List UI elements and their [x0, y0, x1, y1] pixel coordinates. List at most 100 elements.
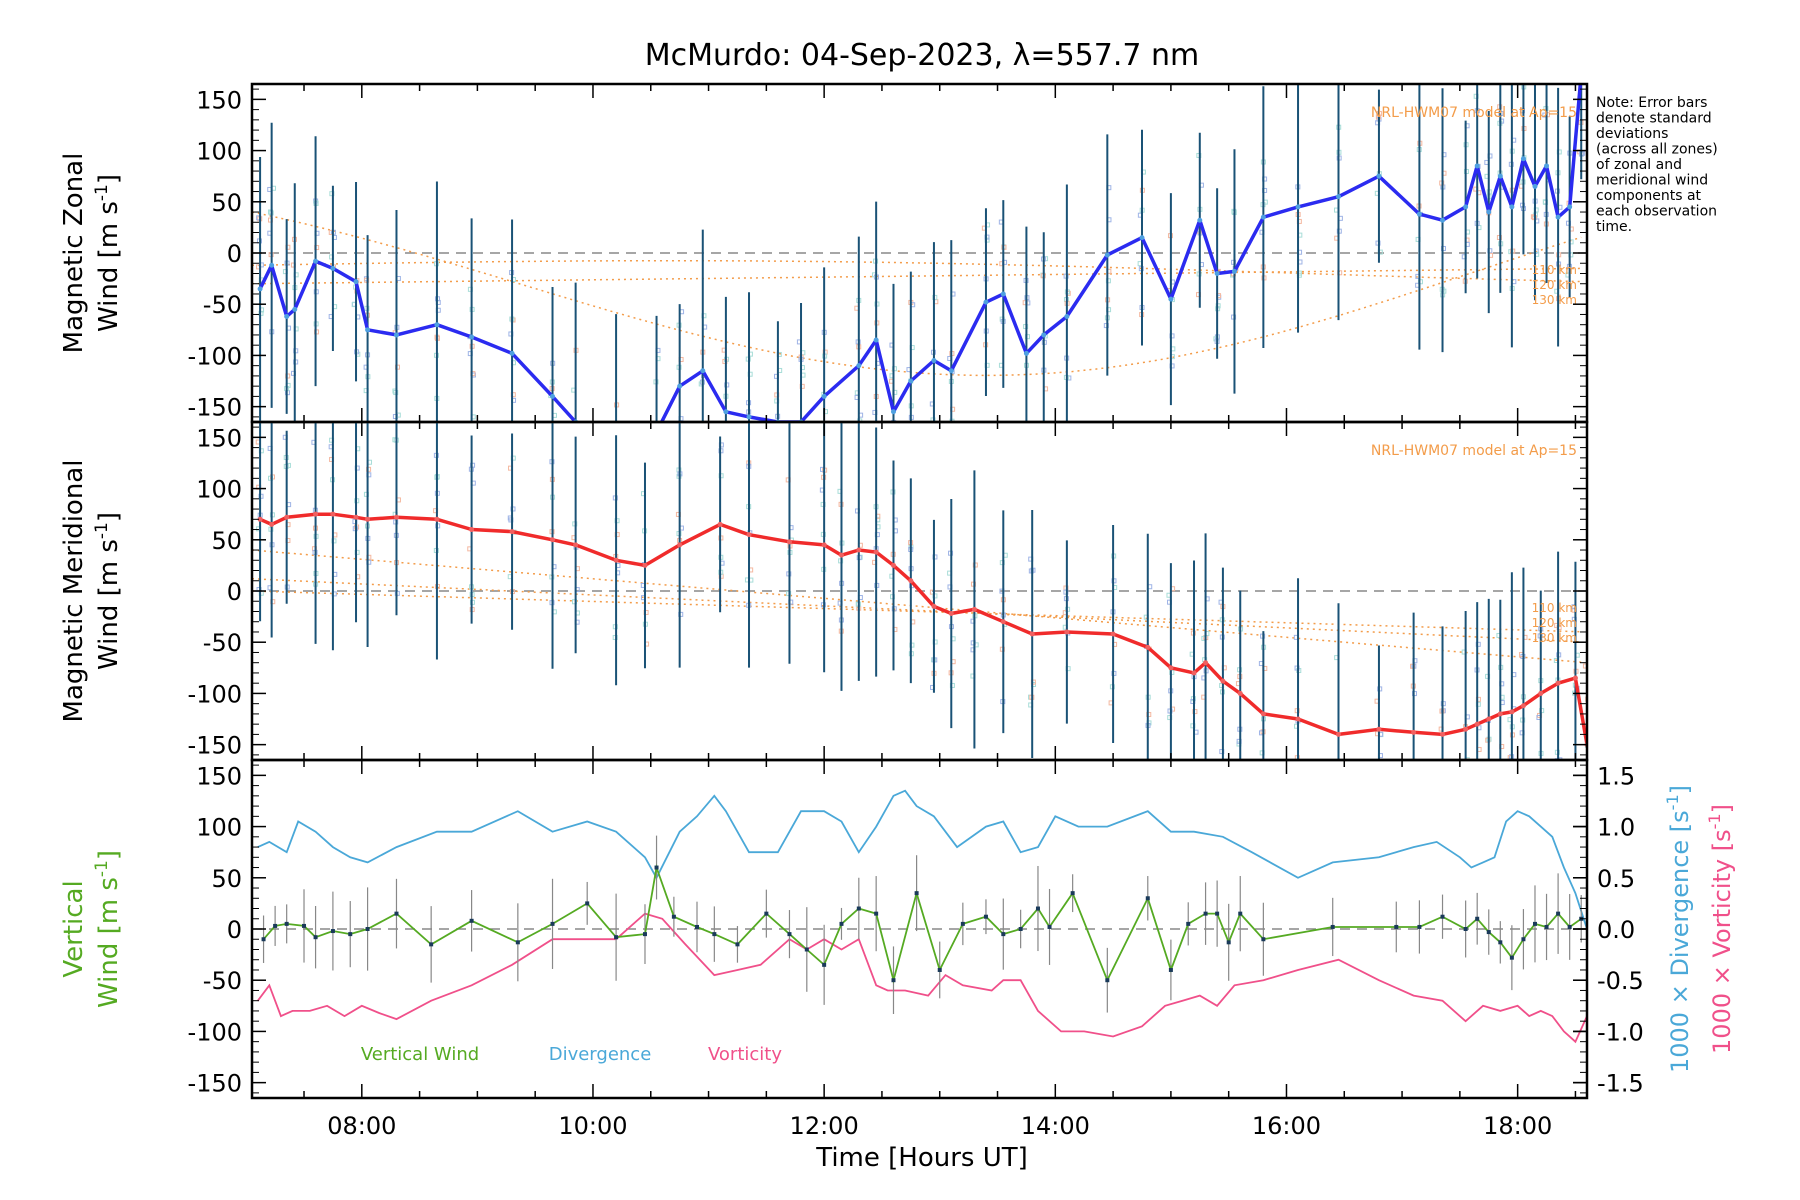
data-point — [642, 562, 648, 568]
data-point — [717, 521, 723, 527]
zone-point — [908, 454, 912, 458]
data-point — [292, 306, 298, 312]
vertical-wind-point — [914, 891, 919, 896]
vertical-wind-point — [1521, 937, 1526, 942]
zone-point — [932, 434, 936, 438]
zone-point — [1580, 0, 1584, 2]
zone-point — [1295, 764, 1299, 768]
zone-point — [1338, 773, 1342, 777]
zone-point — [1336, 813, 1340, 817]
y-axis-label-line1: Magnetic Meridional — [59, 460, 89, 723]
vertical-wind-point — [261, 937, 266, 942]
data-point — [1104, 252, 1110, 258]
y-axis-label-line2: Wind [m s-1] — [92, 850, 124, 1008]
data-point — [654, 430, 659, 435]
vertical-wind-point — [1070, 891, 1075, 896]
vertical-wind-point — [515, 940, 520, 945]
vertical-wind-point — [550, 921, 555, 926]
data-point — [1579, 71, 1584, 76]
model-curve — [252, 549, 1582, 663]
figure-title: McMurdo: 04-Sep-2023, λ=557.7 nm — [645, 38, 1199, 73]
zone-point — [1500, 793, 1504, 797]
y-axis-label-line1: Magnetic Zonal — [59, 153, 89, 354]
model-altitude-label: 110 km — [1532, 601, 1577, 615]
data-point — [983, 299, 989, 305]
vertical-wind-point — [695, 924, 699, 929]
vertical-wind-point — [348, 932, 353, 937]
data-point — [1463, 204, 1469, 210]
note-line: components at — [1596, 188, 1702, 204]
plot-area — [252, 422, 1587, 817]
data-point — [1295, 716, 1301, 722]
vertical-wind-point — [1035, 906, 1040, 911]
data-point — [1000, 291, 1006, 297]
note-line: meridional wind — [1596, 173, 1708, 189]
data-point — [1486, 716, 1492, 722]
model-curve — [252, 590, 1582, 633]
zone-point — [1520, 761, 1524, 765]
x-tick-label: 16:00 — [1252, 1112, 1321, 1140]
y-tick-label: 100 — [196, 476, 242, 504]
data-point — [1411, 729, 1417, 735]
zone-point — [1410, 764, 1414, 768]
data-point — [1260, 711, 1266, 717]
data-point — [971, 606, 977, 612]
vertical-wind-point — [654, 865, 659, 870]
data-point — [931, 603, 937, 609]
data-point — [746, 414, 752, 420]
data-point — [1260, 214, 1266, 220]
zone-point — [655, 511, 659, 515]
y2-tick-label: -1.0 — [1597, 1018, 1644, 1046]
data-point — [1555, 214, 1561, 220]
data-point — [284, 514, 290, 520]
vertical-wind-point — [284, 921, 289, 926]
data-point — [1237, 690, 1243, 696]
vertical-wind-point — [1001, 932, 1006, 937]
y-tick-label: -100 — [188, 680, 242, 708]
zone-point — [1462, 775, 1466, 779]
y-tick-label: 50 — [211, 865, 242, 893]
zone-point — [1509, 763, 1513, 767]
data-point — [1335, 194, 1341, 200]
vertical-wind-point — [585, 901, 590, 906]
vertical-wind-point — [983, 914, 988, 919]
data-point — [1555, 680, 1561, 686]
vertical-wind-point — [804, 947, 809, 952]
data-point — [393, 514, 399, 520]
vertical-wind-point — [273, 923, 278, 928]
data-point — [1497, 711, 1503, 717]
zone-point — [1412, 793, 1416, 797]
x-tick-label: 10:00 — [558, 1112, 627, 1140]
vertical-wind-point — [1105, 978, 1110, 983]
data-point — [1041, 332, 1047, 338]
divergence-line — [257, 789, 1587, 930]
data-point — [1474, 163, 1480, 169]
data-point — [873, 549, 879, 555]
model-curve — [252, 267, 1582, 285]
zone-point — [725, 425, 729, 429]
data-point — [313, 511, 319, 517]
y2-tick-label: 0.0 — [1597, 916, 1635, 944]
data-point — [908, 378, 914, 384]
data-point — [746, 532, 752, 538]
data-point — [856, 363, 862, 369]
data-point — [434, 322, 440, 328]
zone-point — [1520, 775, 1524, 779]
zone-point — [1440, 776, 1444, 780]
zone-point — [1465, 782, 1469, 786]
data-point — [1110, 631, 1116, 637]
zone-point — [574, 426, 578, 430]
zone-point — [1335, 800, 1339, 804]
vertical-wind-point — [614, 935, 619, 940]
legend-entry: Divergence — [549, 1044, 652, 1065]
vertical-wind-point — [1498, 940, 1503, 945]
meridional-wind-line — [259, 512, 1587, 745]
data-point — [1509, 204, 1515, 210]
vertical-wind-point — [735, 942, 740, 947]
data-point — [257, 516, 263, 522]
data-point — [1567, 204, 1573, 210]
